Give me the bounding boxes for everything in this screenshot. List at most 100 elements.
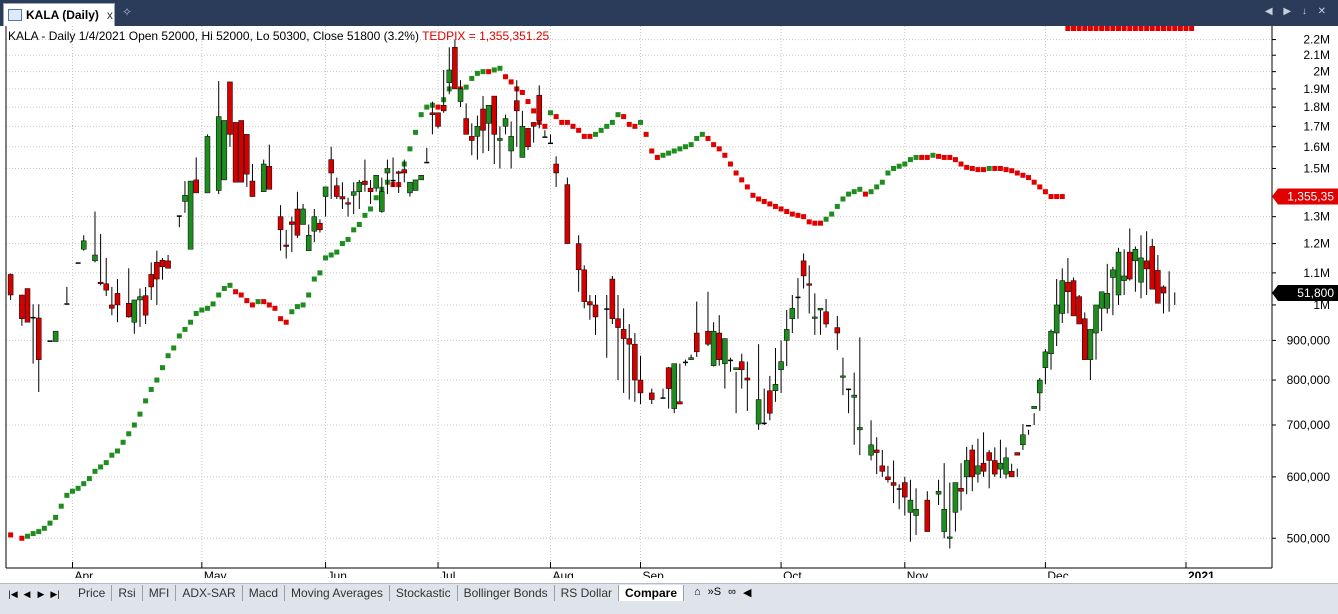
sheet-tab-rs-dollar[interactable]: RS Dollar: [555, 585, 619, 601]
candle-body: [941, 509, 947, 532]
candle-body: [317, 222, 323, 231]
candle-body: [851, 394, 857, 398]
candle-body: [997, 462, 1004, 470]
candle-body: [463, 118, 469, 135]
candle-body: [322, 186, 329, 197]
tedpix-point: [907, 157, 913, 163]
candle-body: [125, 303, 132, 318]
tedpix-point: [992, 165, 998, 171]
tedpix-point: [879, 179, 885, 185]
sheet-nav-button-0[interactable]: |◀: [8, 589, 18, 599]
y-tick-label: 1.2M: [1303, 237, 1330, 251]
candle-body: [952, 482, 959, 513]
tedpix-point: [542, 123, 548, 129]
tedpix-point: [705, 135, 711, 141]
candle-body: [1008, 471, 1015, 478]
tedpix-point: [593, 131, 598, 137]
candle-body: [1053, 304, 1060, 334]
candle-body: [716, 332, 722, 360]
sheet-tab-moving-averages[interactable]: Moving Averages: [285, 585, 390, 601]
candle-body: [238, 120, 244, 183]
candle-body: [1138, 257, 1144, 283]
candle-body: [1160, 286, 1167, 294]
tedpix-point: [846, 191, 852, 197]
candle-body: [334, 185, 340, 197]
candle-body: [294, 208, 301, 236]
lock-icon[interactable]: ⌂: [694, 586, 701, 598]
candle-body: [761, 422, 767, 425]
tedpix-point: [19, 535, 25, 541]
tedpix-point: [1054, 194, 1060, 200]
tedpix-point: [519, 89, 525, 95]
sheet-nav-button-1[interactable]: ◀: [23, 589, 31, 599]
candle-body: [356, 181, 363, 192]
tedpix-point: [311, 276, 317, 282]
candle-body: [626, 338, 632, 345]
sheet-tab-macd[interactable]: Macd: [243, 585, 286, 601]
scroll-left-icon[interactable]: ◀: [742, 587, 752, 599]
tedpix-point: [936, 153, 942, 159]
candle-body: [755, 399, 762, 425]
sheet-tab-compare[interactable]: Compare: [619, 585, 685, 601]
tedpix-point: [1166, 26, 1172, 31]
tedpix-point: [351, 227, 357, 233]
tedpix-point: [323, 255, 329, 261]
candle-body: [806, 283, 812, 286]
document-tab[interactable]: KALA (Daily) x: [3, 3, 115, 26]
sheet-tab-mfi[interactable]: MFI: [143, 585, 177, 601]
candle-body: [193, 179, 199, 194]
close-icon[interactable]: x: [106, 8, 113, 22]
tedpix-point: [716, 146, 722, 152]
tedpix-point: [1099, 26, 1105, 31]
tedpix-point: [778, 206, 784, 212]
price-chart-area[interactable]: 2.2M 2.1M 2M 1.9M 1.8M 1.7M 1.6M 1.5M 1.3M 1.2M 1.…: [0, 26, 1338, 578]
candle-body: [1098, 291, 1105, 309]
tedpix-point: [941, 154, 947, 160]
candle-body: [154, 262, 160, 280]
tedpix-point: [503, 74, 509, 80]
candle-body: [592, 304, 599, 318]
x-month-label: May: [204, 569, 227, 578]
tedpix-point: [1161, 26, 1167, 31]
tedpix-point: [69, 488, 75, 494]
candle-body: [1149, 246, 1156, 290]
candle-body: [1020, 434, 1026, 446]
tedpix-point: [300, 302, 306, 308]
tedpix-point: [148, 386, 154, 392]
candle-body: [131, 299, 138, 323]
tedpix-point: [114, 448, 120, 454]
tedpix-point: [913, 154, 919, 160]
sheet-tab-rsi[interactable]: Rsi: [112, 585, 143, 601]
candle-body: [660, 397, 666, 399]
candle-body: [440, 104, 447, 112]
sheet-nav-button-2[interactable]: ▶: [37, 589, 45, 599]
sheet-nav-button-3[interactable]: ▶|: [50, 589, 60, 599]
tedpix-point: [643, 131, 649, 137]
window-nav-icons[interactable]: ◀ ▶ ↓ ✕: [1264, 6, 1330, 17]
y-tick-label: 1.6M: [1303, 140, 1330, 154]
pin-icon[interactable]: ✧: [122, 5, 133, 19]
tedpix-point: [356, 222, 362, 228]
tedpix-point: [463, 84, 469, 90]
candle-body: [187, 180, 194, 250]
candle-body: [564, 184, 571, 244]
candle-body: [480, 108, 486, 131]
candle-body: [424, 161, 430, 164]
sheet-tab-bollinger-bonds[interactable]: Bollinger Bonds: [458, 585, 555, 601]
candle-body: [986, 452, 992, 461]
sheet-tab-adx-sar[interactable]: ADX-SAR: [176, 585, 243, 601]
candle-body: [30, 316, 36, 319]
sheet-tab-stockastic[interactable]: Stockastic: [390, 585, 458, 601]
tedpix-point: [1087, 26, 1093, 31]
candle-body: [722, 338, 728, 364]
tedpix-point: [801, 214, 807, 220]
sheet-tab-price[interactable]: Price: [72, 585, 113, 601]
glasses-icon[interactable]: ∞: [728, 586, 736, 598]
tedpix-last-value-badge: [1272, 188, 1338, 205]
kala-last-price-badge: [1272, 285, 1338, 302]
candle-body: [1014, 452, 1021, 456]
tedpix-point: [418, 112, 424, 118]
candle-body: [705, 330, 711, 345]
scale-icon[interactable]: »S: [707, 586, 722, 598]
candle-body: [1003, 457, 1009, 475]
